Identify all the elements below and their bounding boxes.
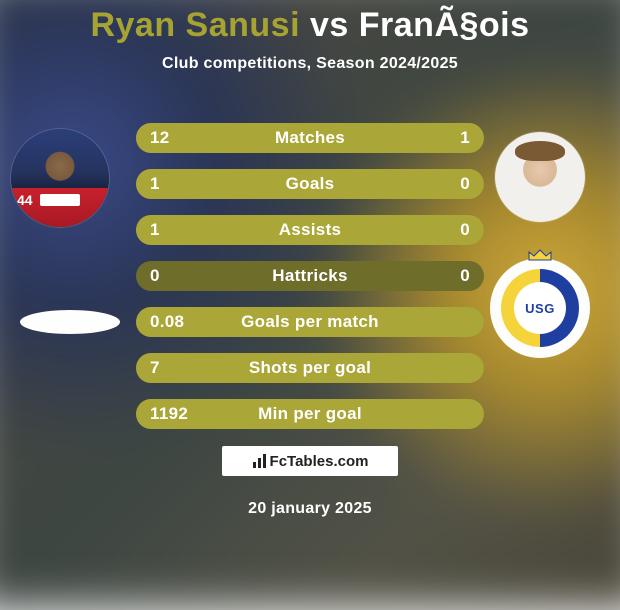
stat-row: 00Hattricks (136, 261, 484, 291)
player2-avatar (494, 131, 586, 223)
subtitle: Club competitions, Season 2024/2025 (0, 55, 620, 73)
stat-label: Shots per goal (136, 353, 484, 383)
title-player2: FranÃ§ois (359, 6, 530, 44)
stat-label: Min per goal (136, 399, 484, 429)
content-root: Ryan Sanusi vs FranÃ§ois Club competitio… (0, 0, 620, 580)
stat-label: Hattricks (136, 261, 484, 291)
bar-chart-icon (252, 453, 268, 469)
stat-row: 10Assists (136, 215, 484, 245)
player2-club-crest: USG (490, 258, 590, 358)
stat-label: Assists (136, 215, 484, 245)
player1-jersey: 44 (11, 188, 109, 227)
player1-avatar: 44 (10, 128, 110, 228)
stat-label: Matches (136, 123, 484, 153)
player1-club-crest-blank (20, 310, 120, 334)
stat-row: 1192Min per goal (136, 399, 484, 429)
footer-site: FcTables.com (270, 453, 369, 470)
footer-logo: FcTables.com (222, 446, 398, 476)
title-vs: vs (310, 6, 349, 44)
stat-row: 0.08Goals per match (136, 307, 484, 337)
stat-label: Goals per match (136, 307, 484, 337)
stat-row: 7Shots per goal (136, 353, 484, 383)
crest-monogram: USG (514, 282, 566, 334)
title-player1: Ryan Sanusi (90, 6, 300, 44)
stat-row: 10Goals (136, 169, 484, 199)
player2-hair (515, 141, 565, 161)
crown-icon (527, 248, 553, 262)
player1-jersey-number: 44 (17, 192, 33, 208)
page-title: Ryan Sanusi vs FranÃ§ois (0, 6, 620, 45)
stat-row: 121Matches (136, 123, 484, 153)
crest-ring: USG (501, 269, 579, 347)
footer-date: 20 january 2025 (0, 500, 620, 518)
stat-label: Goals (136, 169, 484, 199)
